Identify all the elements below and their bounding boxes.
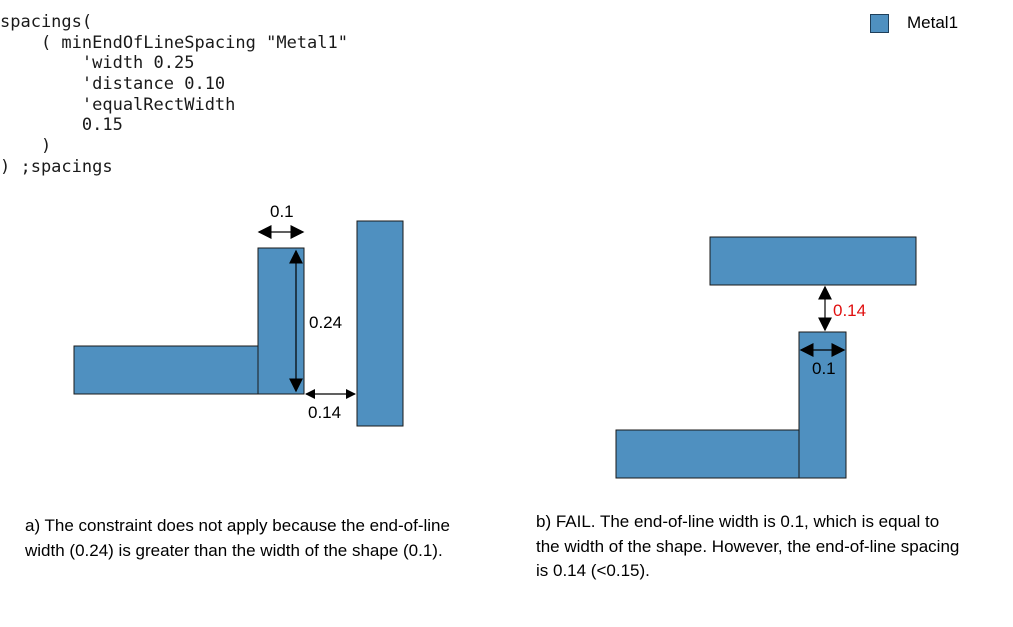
caption-a: a) The constraint does not apply because… xyxy=(25,516,450,560)
legend-label: Metal1 xyxy=(907,13,959,32)
spacing-dimension-label: 0.14 xyxy=(308,403,341,422)
metal1-neighbor-shape xyxy=(356,220,404,427)
code-line: spacings( xyxy=(0,12,93,32)
code-block: spacings( ( minEndOfLineSpacing "Metal1"… xyxy=(0,12,348,178)
code-line: 0.15 xyxy=(0,115,123,136)
code-line: 'width 0.25 xyxy=(0,53,195,74)
metal1-vertical-stub xyxy=(798,331,847,479)
code-line: ) ;spacings xyxy=(0,156,113,177)
caption-b: b) FAIL. The end-of-line width is 0.1, w… xyxy=(536,512,960,580)
metal1-top-bar xyxy=(709,236,917,286)
width-dimension-label: 0.1 xyxy=(812,359,836,378)
diagram-b: 0.14 0.1 xyxy=(615,236,917,479)
code-line: ( minEndOfLineSpacing "Metal1" xyxy=(0,32,348,53)
legend-swatch xyxy=(870,14,889,33)
code-line: ) xyxy=(0,136,52,157)
code-line: 'equalRectWidth xyxy=(0,94,236,115)
metal1-vertical-stub xyxy=(257,247,305,395)
metal1-horizontal-bar xyxy=(615,429,800,479)
diagram-a: 0.1 0.24 0.14 xyxy=(73,202,404,427)
spacing-dimension-label: 0.14 xyxy=(833,301,866,320)
eol-width-dimension-label: 0.24 xyxy=(309,313,342,332)
code-line: 'distance 0.10 xyxy=(0,74,226,95)
width-dimension-label: 0.1 xyxy=(270,202,294,221)
metal1-horizontal-bar xyxy=(73,345,259,395)
